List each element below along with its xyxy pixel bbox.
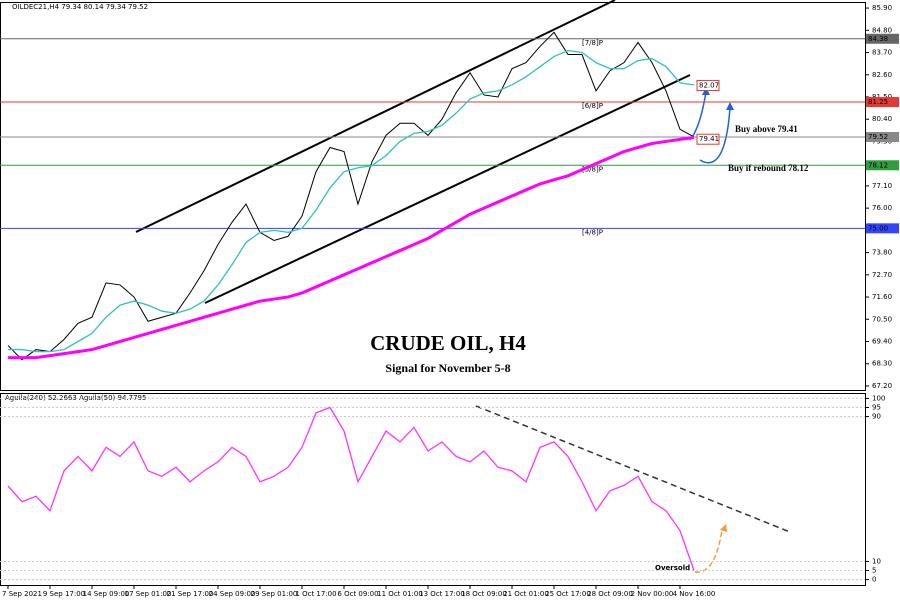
oscillator-title: Aguila(240) 52.2663 Aguila(50) 94.7795 [5,394,146,402]
series-line [7,406,695,571]
y-tick-label: 84.80 [872,26,892,34]
murray-label: [7/8]P [582,39,603,47]
level-label: 78.12 [868,161,888,169]
x-tick-label: 21 Sep 17:00 [167,590,214,598]
y-tick-label: 100 [872,394,885,402]
price-tag [696,133,720,145]
main-panel [0,2,866,391]
level-tag [866,131,899,142]
buy-arrow [699,107,731,164]
arrow-head [702,87,710,95]
y-tick-label: 95 [872,403,881,411]
rebound-arrow [694,529,723,573]
level-tag [866,97,899,108]
level-label: 84.38 [868,35,888,43]
x-tick-label: 14 Sep 09:00 [83,590,130,598]
annotation: Buy if rebound 78.12 [728,163,809,173]
x-tick-label: 18 Oct 09:00 [461,590,507,598]
series-line [8,135,695,360]
x-tick-label: 25 Oct 17:00 [545,590,591,598]
level-label: 79.52 [868,133,888,141]
y-tick-label: 67.20 [872,382,892,390]
y-tick-label: 82.60 [872,71,892,79]
arrow-head [726,102,734,110]
oscillator-panel [0,393,866,586]
price-tag [696,79,720,91]
level-label: 75.00 [868,224,888,232]
y-tick-label: 90 [872,413,881,421]
price-label: 82.07 [699,81,719,89]
x-tick-label: 29 Sep 01:00 [251,590,298,598]
y-tick-label: 73.80 [872,249,892,257]
annotation: Buy above 79.41 [735,124,798,134]
y-tick-label: 76.00 [872,204,892,212]
y-tick-label: 5 [872,567,876,575]
murray-label: [5/8]P [582,165,603,173]
series-line [7,31,695,361]
murray-label: [4/8]P [582,228,603,236]
y-tick-label: 77.10 [872,182,892,190]
x-tick-label: 24 Sep 09:00 [209,590,256,598]
x-tick-label: 21 Oct 01:00 [503,590,549,598]
level-tag [866,160,899,171]
x-tick-label: 13 Oct 17:00 [419,590,465,598]
y-tick-label: 83.70 [872,49,892,57]
x-tick-label: 1 Oct 17:00 [295,590,336,598]
murray-label: [6/8]P [582,102,603,110]
x-tick-label: 2 Nov 00:00 [631,590,674,598]
y-tick-label: 0 [872,576,876,584]
x-tick-label: 4 Nov 16:00 [673,590,716,598]
y-tick-label: 68.30 [872,360,892,368]
y-tick-label: 71.60 [872,293,892,301]
symbol-header: OILDEC21,H4 79.34 80.14 79.34 79.52 [12,3,148,11]
x-tick-label: 11 Oct 01:00 [377,590,423,598]
x-tick-label: 17 Sep 01:00 [125,590,172,598]
x-tick-label: 9 Sep 17:00 [43,590,85,598]
y-tick-label: 85.90 [872,4,892,12]
y-tick-label: 69.40 [872,338,892,346]
y-tick-label: 72.70 [872,271,892,279]
price-label: 79.41 [699,135,719,143]
level-tag [866,33,899,44]
trend-line [475,405,791,533]
y-tick-label: 70.50 [872,315,892,323]
y-tick-label: 10 [872,557,881,565]
level-label: 81.25 [868,98,888,106]
level-tag [866,223,899,234]
series-line [8,49,695,353]
x-tick-label: 7 Sep 2021 [2,590,42,598]
x-tick-label: 28 Oct 09:00 [587,590,633,598]
y-tick-label: 80.40 [872,115,892,123]
chart-subtitle: Signal for November 5-8 [385,361,510,375]
arrow-head [720,524,727,532]
x-tick-label: 6 Oct 09:00 [337,590,378,598]
chart-title: CRUDE OIL, H4 [370,331,526,355]
annotation: Oversold [655,564,690,572]
y-tick-label: 81.50 [872,93,892,101]
channel-lower [204,74,691,304]
